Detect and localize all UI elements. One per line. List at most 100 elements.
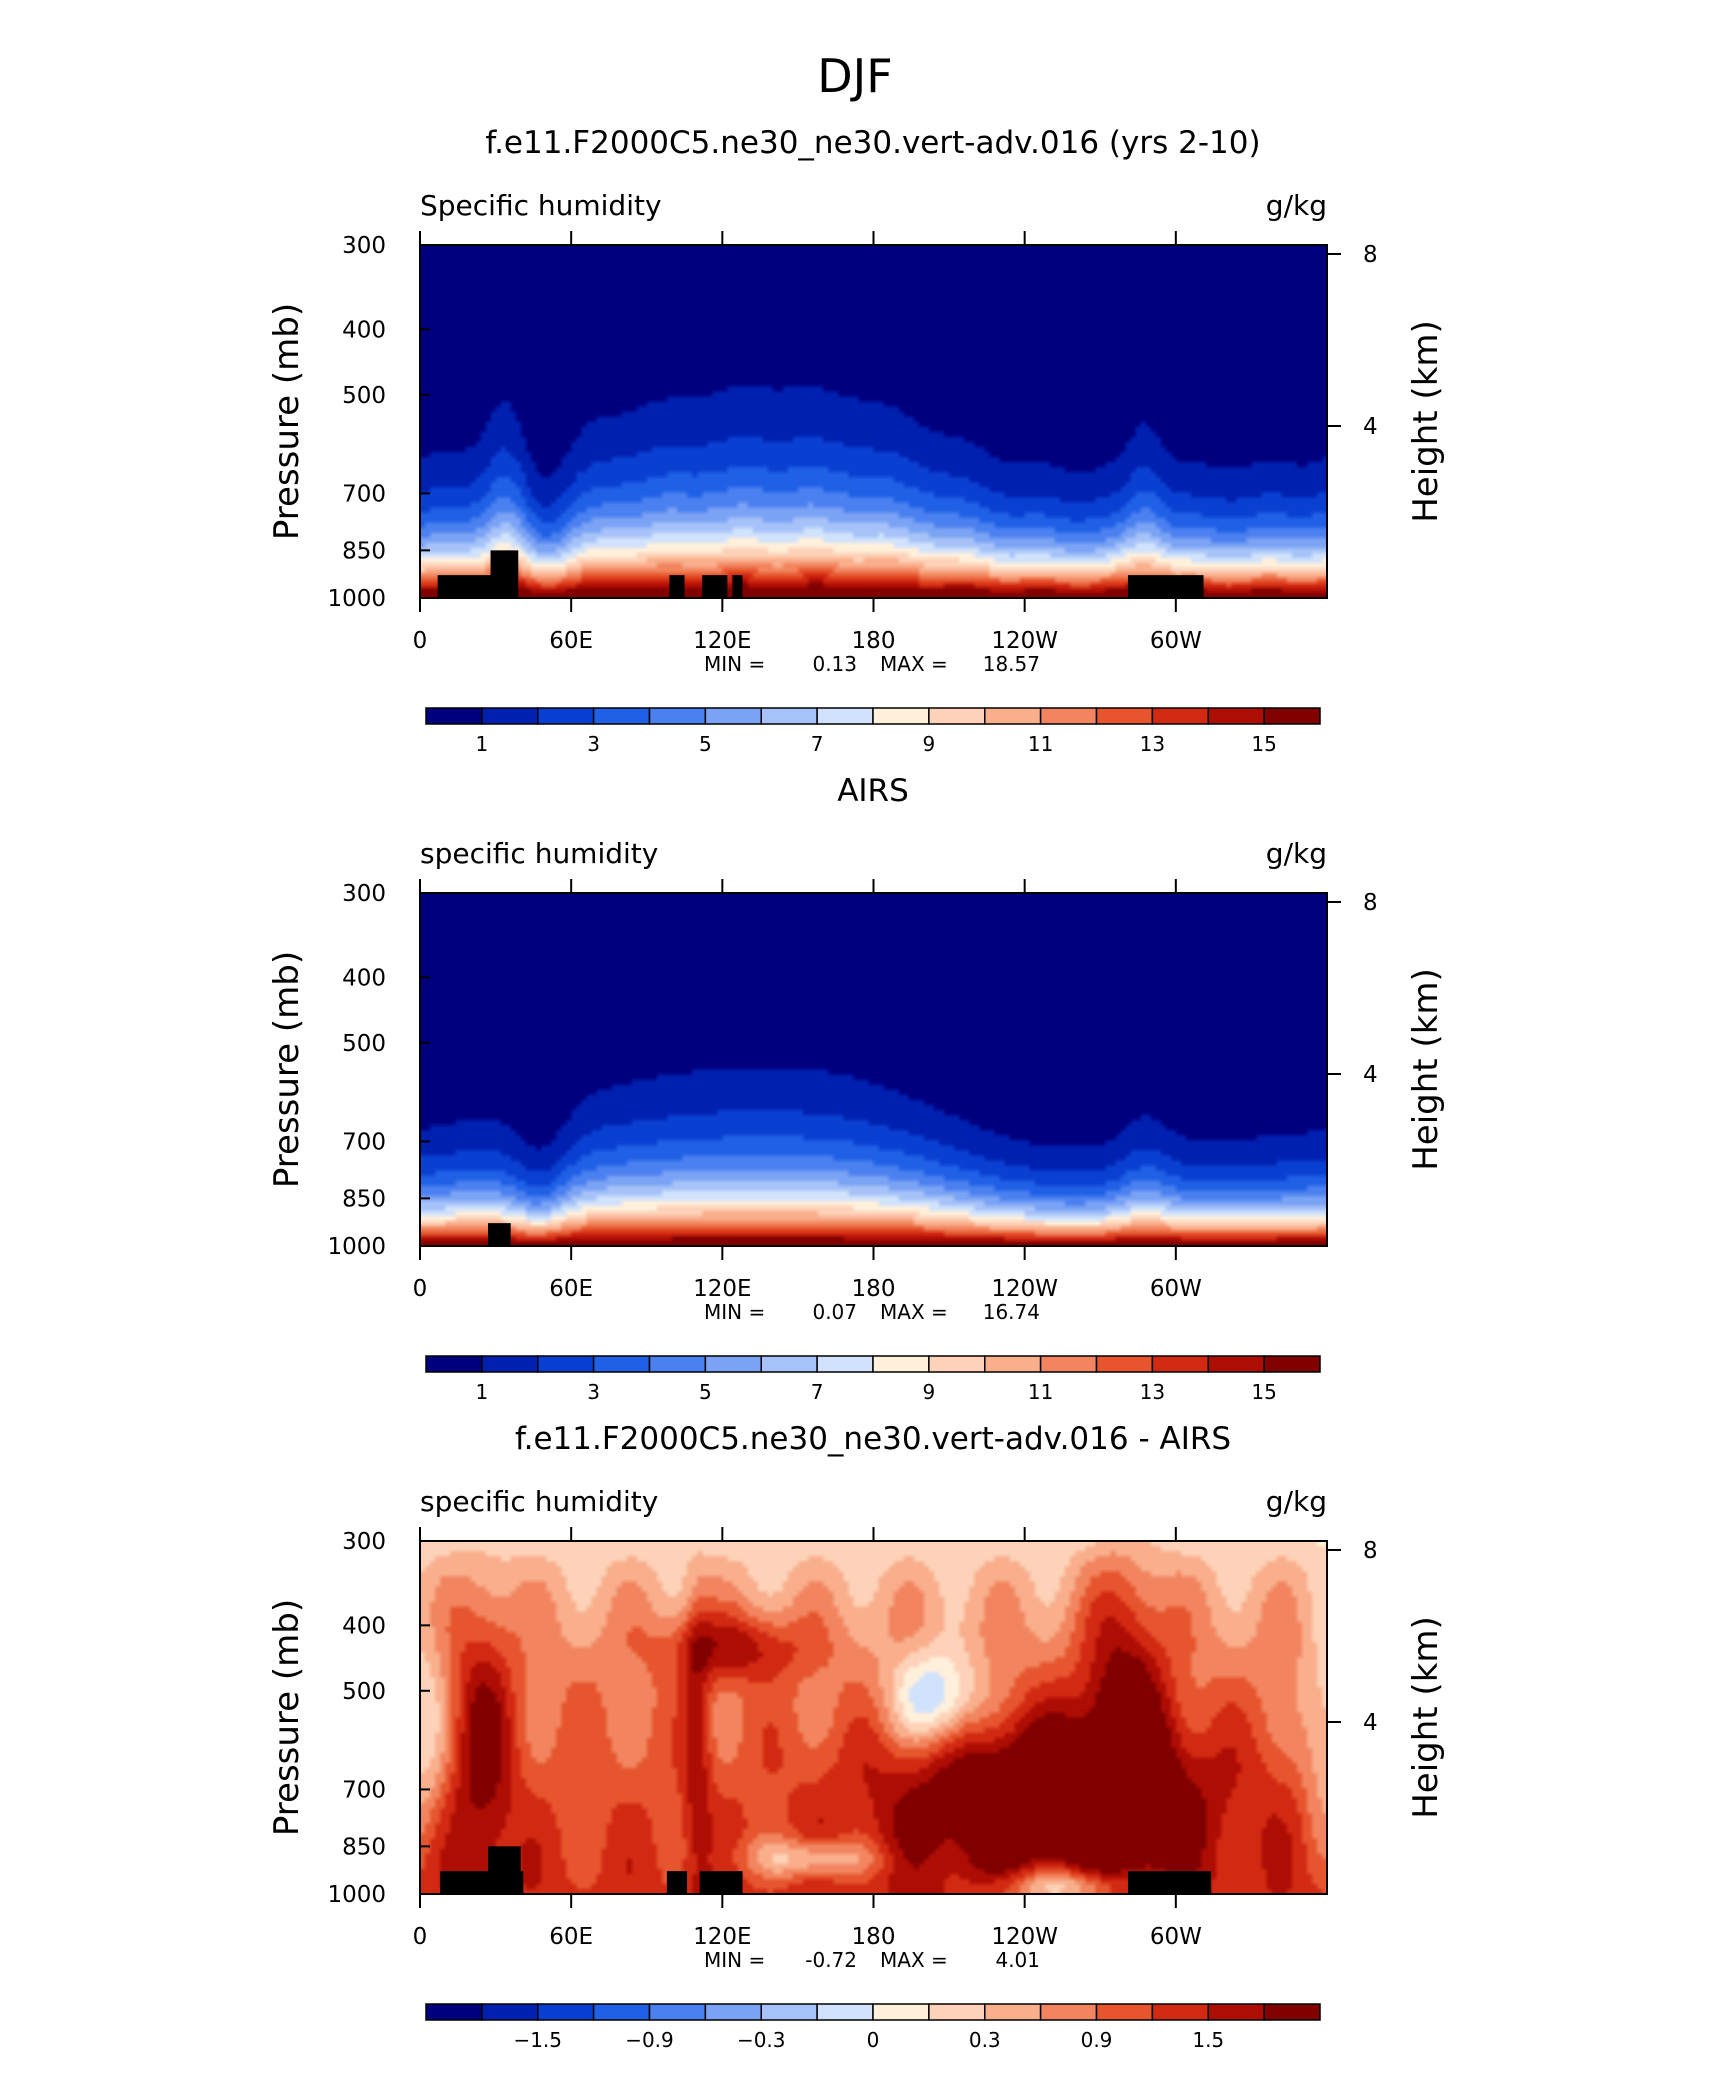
x-tick-label: 120W bbox=[991, 628, 1058, 654]
colorbar-label: 0.3 bbox=[969, 2028, 1001, 2052]
min-label: MIN = bbox=[704, 1948, 765, 1972]
colorbar-box bbox=[984, 2003, 1042, 2021]
colorbar-label: −1.5 bbox=[513, 2028, 562, 2052]
x-tick-label: 60W bbox=[1150, 1276, 1202, 1302]
colorbar-label: 11 bbox=[1028, 732, 1053, 756]
colorbar-box bbox=[704, 1355, 762, 1373]
y-right-tick-label: 8 bbox=[1363, 1538, 1378, 1564]
left-string: Specific humidity bbox=[420, 189, 662, 222]
colorbar-box bbox=[648, 1355, 707, 1373]
colorbar-box bbox=[1151, 707, 1209, 725]
colorbar-box bbox=[1263, 707, 1321, 725]
colorbar-box bbox=[704, 707, 762, 725]
y-tick-label: 1000 bbox=[327, 586, 386, 612]
y-axis-title-right: Height (km) bbox=[1406, 1616, 1446, 1819]
colorbar-box bbox=[872, 2003, 930, 2021]
y-tick-label: 1000 bbox=[327, 1234, 386, 1260]
colorbar-box bbox=[984, 1355, 1042, 1373]
colorbar-label: −0.9 bbox=[625, 2028, 674, 2052]
y-axis-title-right: Height (km) bbox=[1406, 968, 1446, 1171]
min-value: 0.07 bbox=[812, 1300, 857, 1324]
colorbar: −1.5 −0.9 −0.3 0 0.3 0.9 1.5 bbox=[425, 2003, 1321, 2052]
colorbar-label: 11 bbox=[1028, 1380, 1053, 1404]
colorbar-box bbox=[872, 707, 930, 725]
y-right-tick-label: 8 bbox=[1363, 242, 1378, 268]
colorbar-box bbox=[1151, 1355, 1209, 1373]
colorbar-box bbox=[816, 707, 874, 725]
x-tick-label: 0 bbox=[413, 1276, 428, 1302]
chart-panel: f.e11.F2000C5.ne30_ne30.vert-adv.016 - A… bbox=[267, 1421, 1446, 2052]
topography-mask bbox=[666, 1871, 688, 1894]
left-string: specific humidity bbox=[420, 837, 658, 870]
y-tick-label: 500 bbox=[342, 1031, 386, 1057]
y-tick-label: 850 bbox=[342, 538, 386, 564]
topography-mask bbox=[488, 1846, 521, 1894]
colorbar-box bbox=[1207, 707, 1265, 725]
colorbar-label: 0 bbox=[867, 2028, 880, 2052]
colorbar-box bbox=[537, 707, 595, 725]
colorbar-box bbox=[425, 2003, 483, 2021]
colorbar-box bbox=[425, 1355, 483, 1373]
max-value: 4.01 bbox=[995, 1948, 1040, 1972]
topography-mask bbox=[732, 575, 743, 598]
y-right-tick-label: 4 bbox=[1363, 1710, 1378, 1736]
topography-mask bbox=[702, 575, 728, 598]
colorbar-box bbox=[816, 2003, 874, 2021]
colorbar-label: 5 bbox=[699, 732, 712, 756]
colorbar-box bbox=[984, 707, 1042, 725]
colorbar-box bbox=[760, 1355, 818, 1373]
colorbar-label: 7 bbox=[811, 732, 824, 756]
colorbar-box bbox=[1095, 1355, 1154, 1373]
x-tick-label: 60E bbox=[549, 628, 593, 654]
colorbar-box bbox=[928, 1355, 986, 1373]
x-tick-label: 60E bbox=[549, 1924, 593, 1950]
y-tick-label: 400 bbox=[342, 317, 386, 343]
min-value: -0.72 bbox=[805, 1948, 857, 1972]
field-shading bbox=[420, 1541, 1327, 1894]
colorbar-box bbox=[872, 1355, 930, 1373]
y-tick-label: 850 bbox=[342, 1186, 386, 1212]
colorbar: 1 3 5 7 9 11 13 15 bbox=[425, 1355, 1321, 1404]
field-shading bbox=[420, 893, 1327, 1246]
colorbar-box bbox=[1151, 2003, 1209, 2021]
colorbar-box bbox=[425, 707, 483, 725]
x-tick-label: 120W bbox=[991, 1276, 1058, 1302]
colorbar-box bbox=[1095, 707, 1154, 725]
colorbar-box bbox=[537, 1355, 595, 1373]
topography-mask bbox=[669, 575, 685, 598]
max-label: MAX = bbox=[880, 1948, 948, 1972]
y-right-tick-label: 4 bbox=[1363, 1062, 1378, 1088]
y-tick-label: 500 bbox=[342, 1679, 386, 1705]
y-tick-label: 400 bbox=[342, 965, 386, 991]
y-tick-label: 300 bbox=[342, 881, 386, 907]
y-tick-label: 1000 bbox=[327, 1882, 386, 1908]
x-tick-label: 120E bbox=[693, 628, 751, 654]
max-label: MAX = bbox=[880, 1300, 948, 1324]
y-axis-title-right: Height (km) bbox=[1406, 320, 1446, 523]
colorbar-box bbox=[1095, 2003, 1154, 2021]
colorbar-box bbox=[928, 2003, 986, 2021]
y-tick-label: 850 bbox=[342, 1834, 386, 1860]
y-tick-label: 300 bbox=[342, 1529, 386, 1555]
right-string: g/kg bbox=[1266, 189, 1327, 222]
colorbar-box bbox=[481, 2003, 539, 2021]
colorbar-label: 15 bbox=[1251, 732, 1276, 756]
colorbar-label: −0.3 bbox=[737, 2028, 786, 2052]
colorbar-box bbox=[1039, 1355, 1098, 1373]
colorbar-box bbox=[592, 2003, 651, 2021]
colorbar-label: 13 bbox=[1140, 1380, 1165, 1404]
x-tick-label: 60E bbox=[549, 1276, 593, 1302]
y-tick-label: 700 bbox=[342, 1129, 386, 1155]
colorbar-label: 1.5 bbox=[1192, 2028, 1224, 2052]
x-tick-label: 180 bbox=[852, 1924, 896, 1950]
y-tick-label: 400 bbox=[342, 1613, 386, 1639]
panel-title: f.e11.F2000C5.ne30_ne30.vert-adv.016 (yr… bbox=[485, 125, 1260, 161]
right-string: g/kg bbox=[1266, 1485, 1327, 1518]
topography-mask bbox=[488, 1223, 511, 1246]
colorbar-label: 13 bbox=[1140, 732, 1165, 756]
panel-title: AIRS bbox=[837, 773, 909, 809]
colorbar-box bbox=[1263, 1355, 1321, 1373]
colorbar-box bbox=[592, 707, 651, 725]
min-value: 0.13 bbox=[812, 652, 857, 676]
